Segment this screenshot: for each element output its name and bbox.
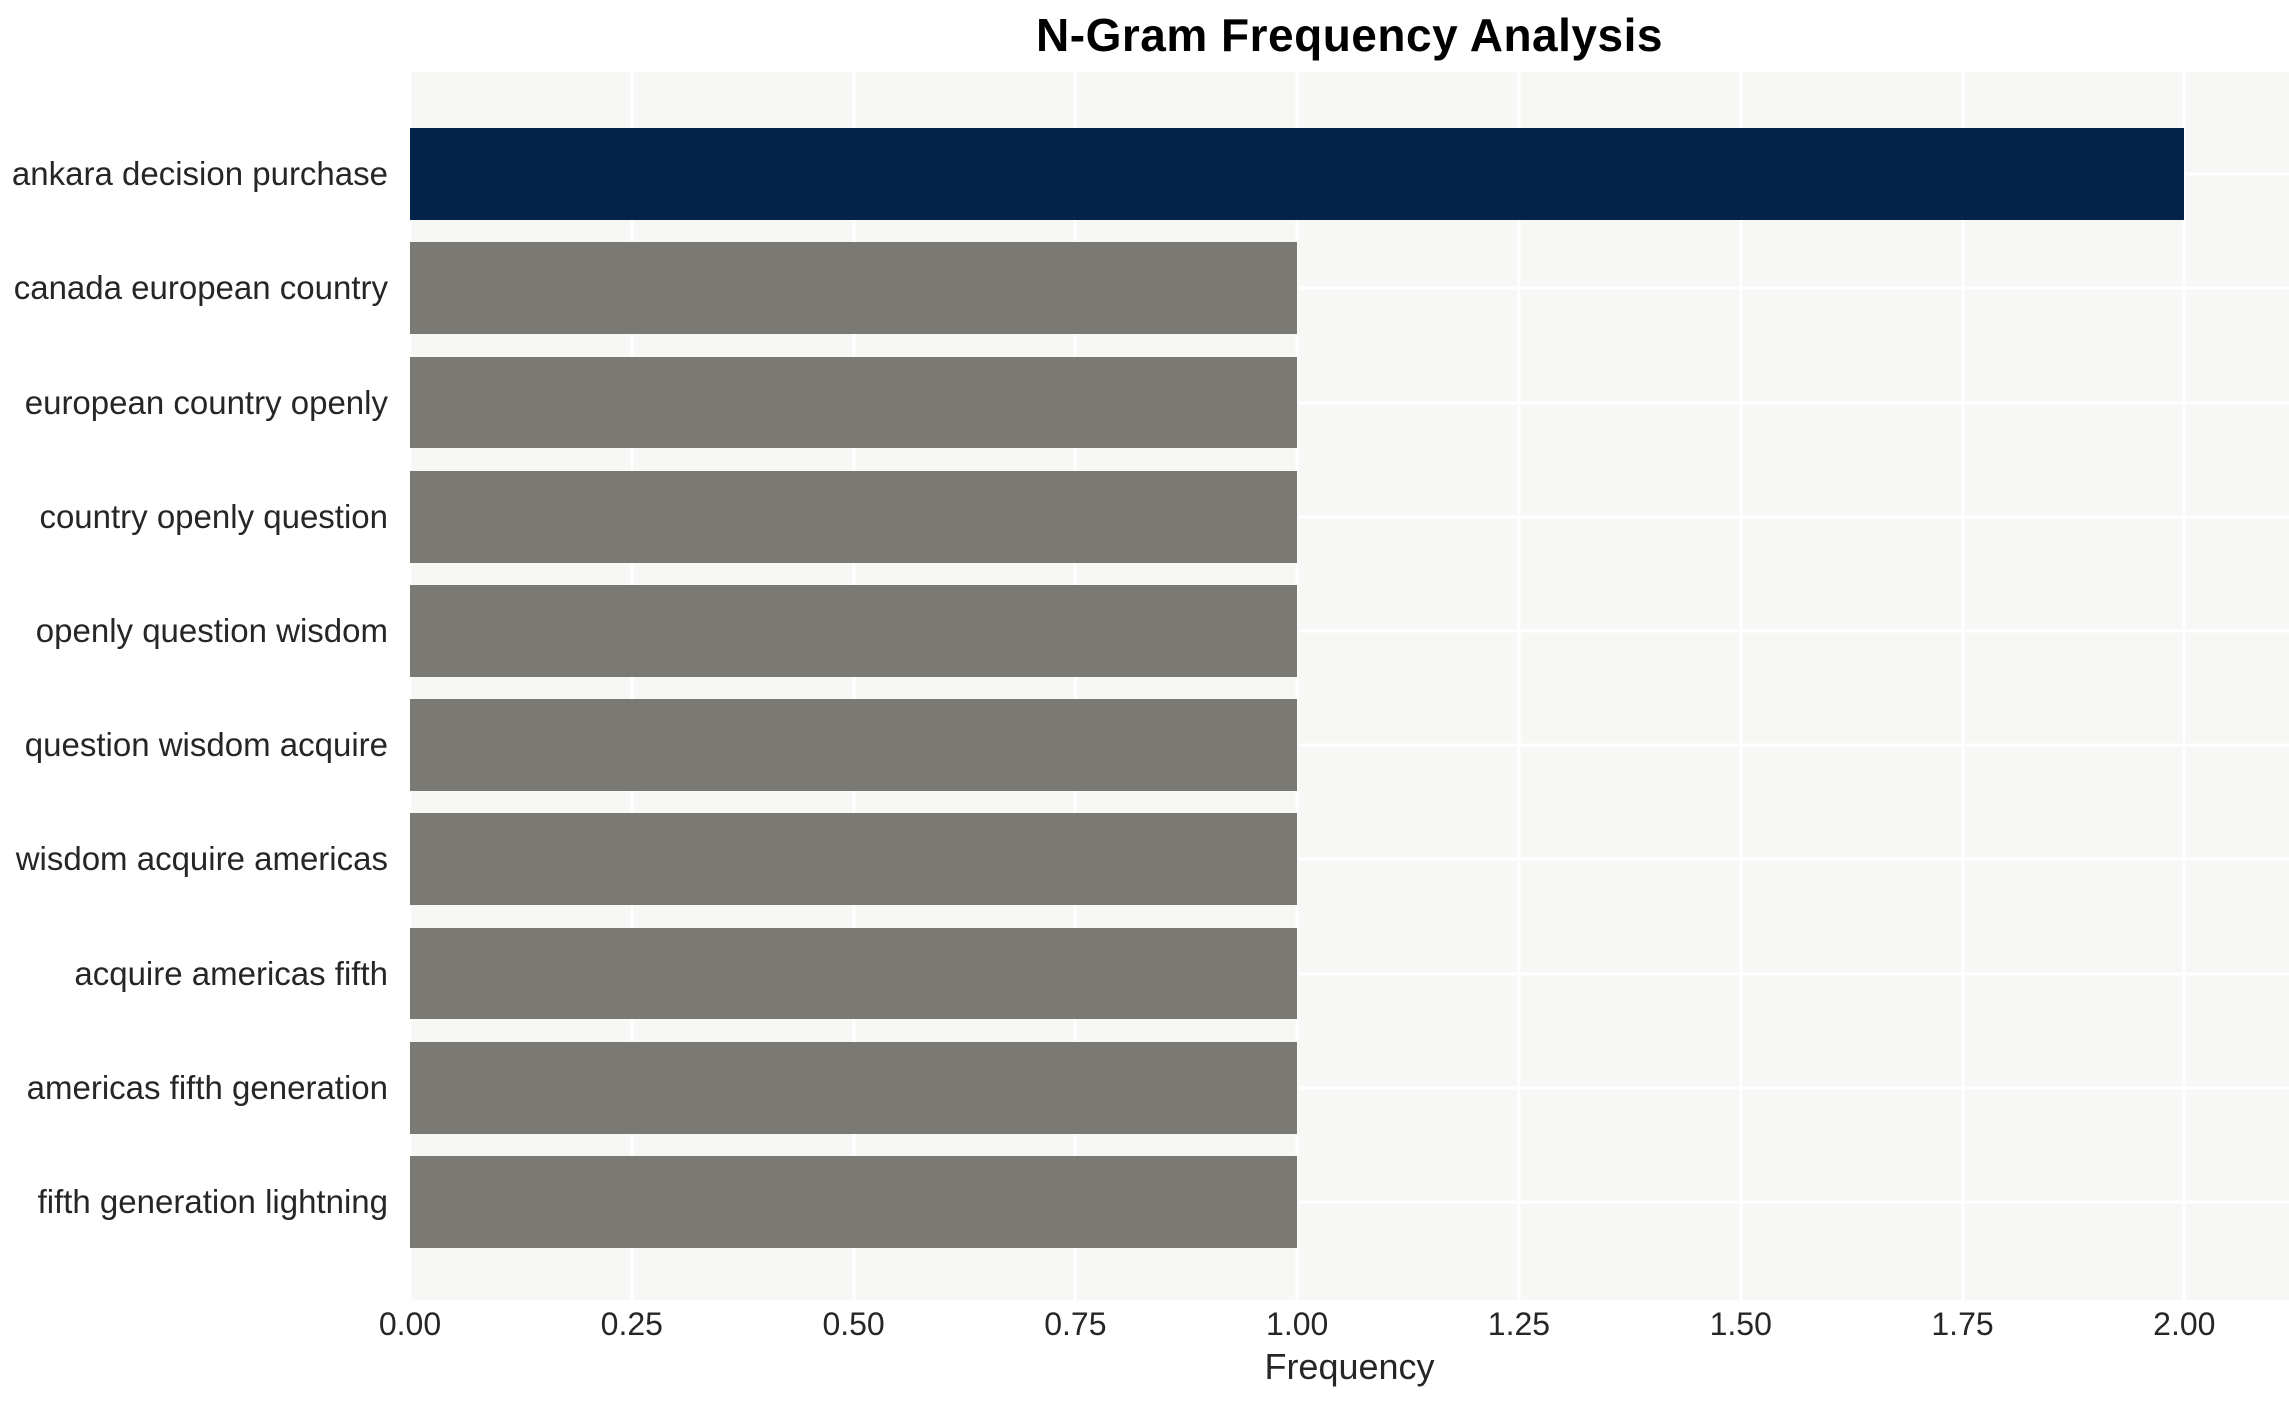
bar-4 [410,584,1298,677]
y-tick-label: fifth generation lightning [37,1182,388,1220]
gridline-horizontal [410,1200,2289,1204]
bar-9 [410,1155,1298,1248]
bar-row [410,117,2289,231]
bar-7 [410,927,1298,1020]
plot-area [410,72,2289,1300]
y-tick-label: question wisdom acquire [24,726,388,764]
x-tick-label: 1.50 [1709,1306,1772,1342]
chart-title: N-Gram Frequency Analysis [1036,9,1663,61]
x-tick-label: 2.00 [2153,1306,2216,1342]
bar-row [410,574,2289,688]
gridline-horizontal [410,401,2289,404]
bar-5 [410,699,1298,792]
bar-2 [410,356,1298,449]
y-tick-label: acquire americas fifth [74,954,388,992]
bar-0 [410,128,2185,221]
y-tick-label: openly question wisdom [35,611,388,649]
gridline-vertical [630,72,634,1300]
gridline-vertical [2182,72,2186,1300]
bar-row [410,802,2289,916]
y-tick-label: ankara decision purchase [11,155,388,193]
gridline-vertical [410,72,412,1300]
gridline-horizontal [410,972,2289,976]
gridline-vertical [1739,72,1743,1300]
bar-row [410,1145,2289,1259]
gridline-vertical [1295,72,1299,1300]
gridline-vertical [1961,72,1965,1300]
bar-row [410,231,2289,345]
gridline-vertical [852,72,856,1300]
bar-row [410,345,2289,459]
gridline-horizontal [410,286,2289,290]
x-tick-label: 0.50 [822,1306,885,1342]
y-tick-label: country openly question [39,497,388,535]
y-tick-label: americas fifth generation [26,1068,388,1106]
y-tick-label: european country openly [24,383,388,421]
x-axis-label: Frequency [1264,1346,1435,1387]
y-tick-label: canada european country [13,269,388,307]
x-axis-ticks: 0.00 0.25 0.50 0.75 1.00 1.25 1.50 1.75 2.00 [379,1306,2289,1348]
x-tick-label: 0.00 [378,1306,442,1342]
gridline-horizontal [410,629,2289,633]
bar-1 [410,242,1298,335]
x-tick-label: 0.25 [600,1306,663,1342]
x-tick-label: 1.75 [1931,1306,1994,1342]
gridline-horizontal [410,743,2289,747]
x-tick-label: 0.75 [1044,1306,1107,1342]
bar-row [410,460,2289,574]
y-tick-label: wisdom acquire americas [15,840,388,878]
gridline-vertical [1517,72,1521,1300]
gridline-horizontal [410,857,2289,861]
bar-8 [410,1041,1298,1134]
bar-row [410,916,2289,1030]
bar-3 [410,470,1298,563]
gridline-horizontal [410,1086,2289,1090]
x-tick-label: 1.00 [1266,1306,1329,1342]
gridline-horizontal [410,515,2289,519]
gridline-vertical [1073,72,1077,1300]
bar-6 [410,813,1298,906]
bar-rows [410,117,2289,1259]
y-axis-labels: ankara decision purchase canada european … [0,117,398,1259]
bar-row [410,688,2289,802]
x-tick-label: 1.25 [1487,1306,1551,1342]
bar-row [410,1031,2289,1145]
